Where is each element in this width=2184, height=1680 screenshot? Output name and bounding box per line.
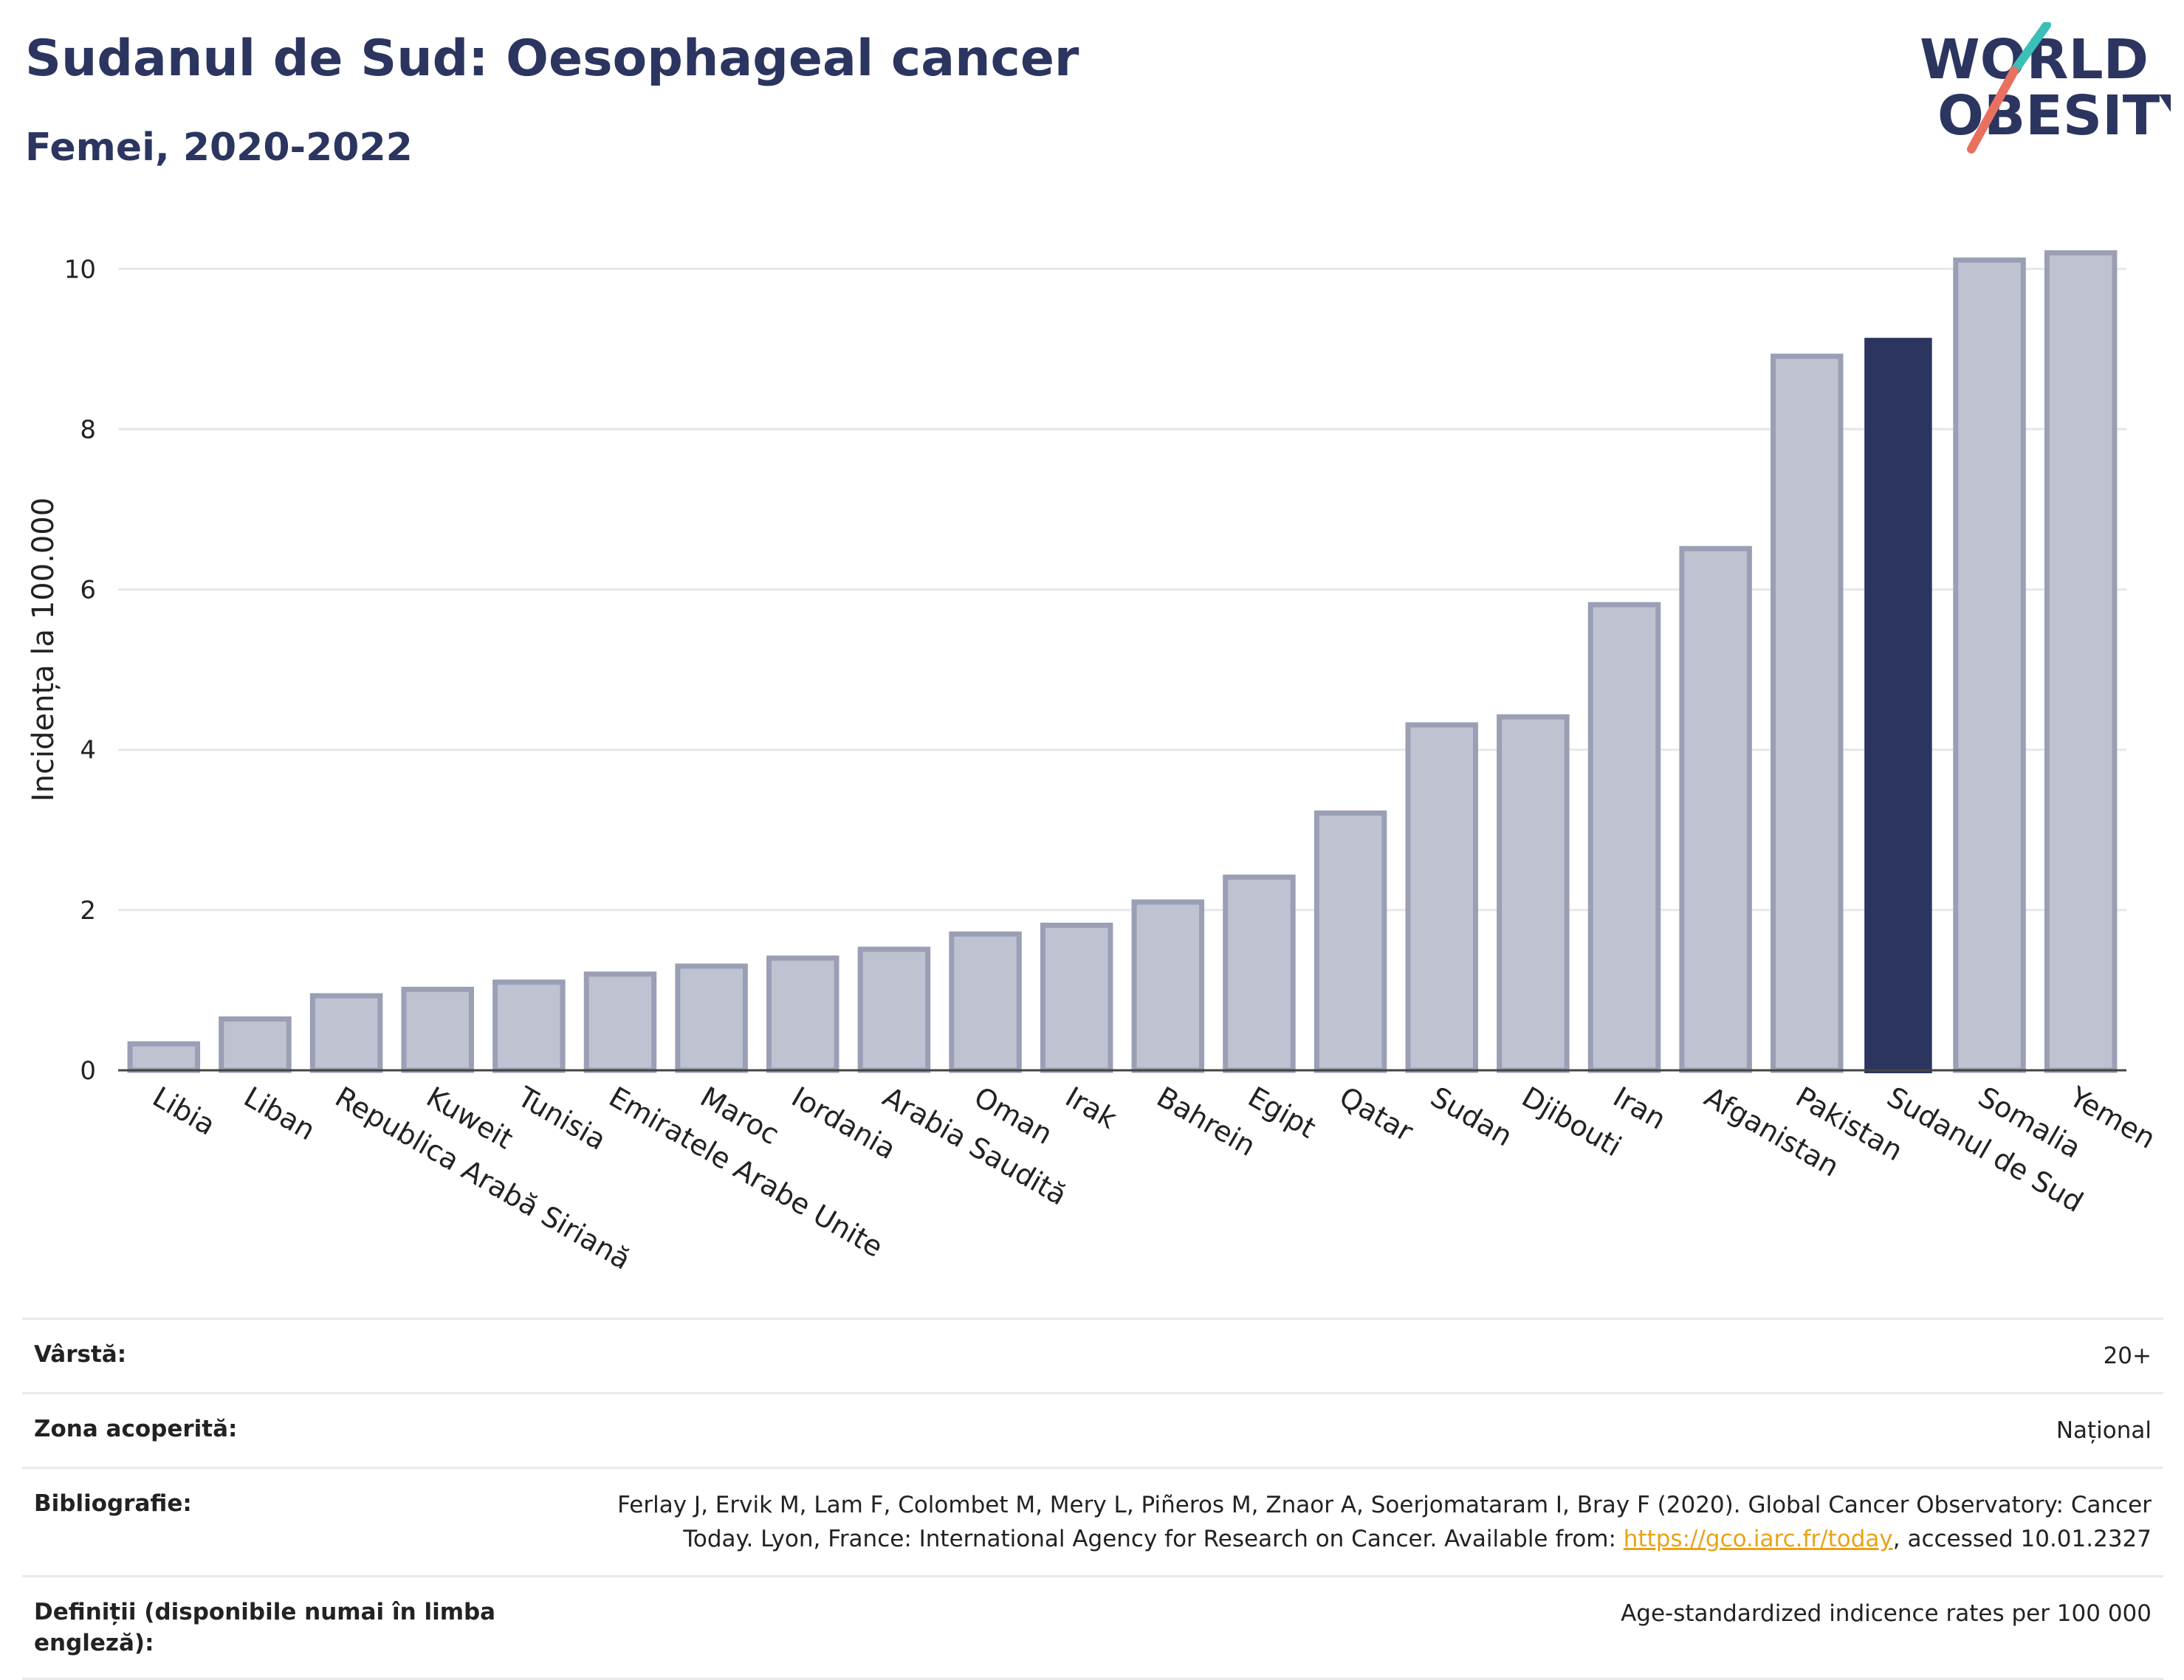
meta-coverage-value: Național xyxy=(518,1392,2163,1469)
bar xyxy=(1771,354,1844,1073)
logo-slash-top xyxy=(2010,22,2051,75)
bar xyxy=(1953,257,2026,1073)
meta-bibliography-label: Bibliografie: xyxy=(22,1467,518,1577)
x-tick-label: Bahrein xyxy=(1151,1081,1261,1163)
bar xyxy=(219,1016,292,1073)
x-tick-labels: Libia Liban Republica Arabă SirianăKuweitT… xyxy=(147,1080,2161,1276)
y-axis-title: Incidența la 100.000 xyxy=(27,498,61,802)
meta-definitions-value: Age-standardized indicence rates per 100… xyxy=(518,1575,2163,1680)
bibliography-line-2-post: , accessed 10.01.2327 xyxy=(1892,1526,2152,1552)
page-subtitle: Femei, 2020-2022 xyxy=(25,125,413,170)
bars xyxy=(127,250,2118,1073)
x-tick-label: Iordania xyxy=(786,1081,902,1166)
meta-row-bibliography: Bibliografie: Ferlay J, Ervik M, Lam F, … xyxy=(22,1467,2163,1577)
definitions-label-line-2: engleză): xyxy=(34,1630,154,1656)
bar xyxy=(309,993,383,1073)
bar xyxy=(1223,874,1296,1073)
x-tick-label: Liban xyxy=(238,1081,320,1147)
bar xyxy=(949,931,1022,1073)
meta-row-coverage: Zona acoperită: Național xyxy=(22,1392,2163,1469)
bar xyxy=(1679,545,1752,1073)
meta-age-label: Vârstă: xyxy=(22,1318,518,1394)
x-tick-label: Iran xyxy=(1608,1081,1672,1136)
definitions-label-line-1: Definiții (disponibile numai în limba xyxy=(34,1599,496,1625)
bar xyxy=(1587,602,1661,1073)
y-tick-label: 2 xyxy=(80,896,96,926)
bibliography-link[interactable]: https://gco.iarc.fr/today xyxy=(1623,1526,1893,1552)
meta-bibliography-value: Ferlay J, Ervik M, Lam F, Colombet M, Me… xyxy=(518,1467,2163,1577)
x-tick-label: Tunisia xyxy=(512,1080,611,1157)
meta-age-value: 20+ xyxy=(518,1318,2163,1394)
bar xyxy=(1497,714,1570,1073)
bar xyxy=(1131,899,1205,1073)
world-obesity-logo: WORLD OBESITY xyxy=(1920,22,2171,154)
bar xyxy=(1314,810,1387,1073)
bibliography-line-1: Ferlay J, Ervik M, Lam F, Colombet M, Me… xyxy=(617,1492,2152,1518)
bar xyxy=(401,986,474,1073)
bar xyxy=(2044,250,2118,1073)
bar xyxy=(1040,922,1113,1073)
bar xyxy=(492,980,566,1073)
y-tick-label: 10 xyxy=(64,255,96,284)
y-tick-label: 8 xyxy=(80,415,96,444)
meta-row-age: Vârstă: 20+ xyxy=(22,1318,2163,1394)
y-tick-label: 4 xyxy=(80,736,96,765)
y-tick-label: 6 xyxy=(80,576,96,605)
bar xyxy=(857,946,931,1073)
x-tick-label: Qatar xyxy=(1334,1081,1419,1149)
bar-highlight xyxy=(1864,337,1932,1073)
bar xyxy=(675,963,748,1073)
x-tick-label: Libia xyxy=(147,1081,221,1142)
bar xyxy=(583,971,657,1073)
meta-definitions-label: Definiții (disponibile numai în limba en… xyxy=(22,1575,518,1680)
bar xyxy=(127,1041,201,1073)
x-tick-label: Irak xyxy=(1060,1081,1122,1135)
bar xyxy=(1405,722,1478,1073)
y-tick-labels: 0 2 4 6 8 10 xyxy=(64,255,96,1086)
meta-row-definitions: Definiții (disponibile numai în limba en… xyxy=(22,1575,2163,1680)
bibliography-line-2-pre: Today. Lyon, France: International Agenc… xyxy=(683,1526,1624,1552)
x-tick-label: Sudan xyxy=(1425,1081,1518,1153)
bar xyxy=(766,955,839,1073)
metadata-table: Vârstă: 20+ Zona acoperită: Național Bib… xyxy=(22,1318,2163,1680)
logo-slash-bottom xyxy=(1967,66,2019,154)
y-tick-label: 0 xyxy=(80,1056,96,1086)
meta-coverage-label: Zona acoperită: xyxy=(22,1392,518,1469)
x-tick-label: Djibouti xyxy=(1517,1081,1627,1163)
page-title: Sudanul de Sud: Oesophageal cancer xyxy=(25,30,1079,88)
